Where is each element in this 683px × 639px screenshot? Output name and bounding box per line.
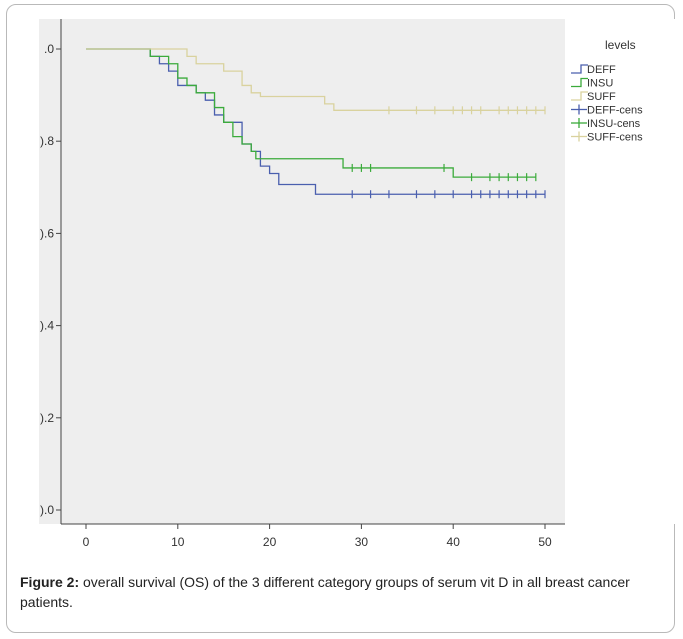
legend-area	[565, 19, 675, 524]
legend-swatch-suff	[571, 91, 588, 101]
y-tick-label: ).0	[40, 503, 54, 517]
y-tick-label: ).4	[40, 319, 54, 333]
x-tick-label: 0	[83, 535, 90, 549]
figure-caption: Figure 2: overall survival (OS) of the 3…	[20, 572, 660, 612]
axis-ticks: 0 10 20 30 40 50 ).0 ).2 ).4 ).6 ).8 .0	[40, 42, 552, 549]
legend-swatch-deff	[571, 64, 588, 74]
x-tick-label: 20	[263, 535, 277, 549]
legend-label: DEFF	[587, 64, 616, 76]
x-tick-label: 40	[447, 535, 461, 549]
series-line-insu	[86, 48, 536, 178]
y-tick-label: ).8	[40, 134, 54, 148]
legend-label: SUFF-cens	[587, 132, 643, 144]
y-tick-label: ).6	[40, 226, 54, 240]
y-tick-label: .0	[44, 42, 54, 56]
series-layer	[86, 48, 546, 199]
legend-label: SUFF	[587, 91, 616, 103]
legend-swatch-insu	[571, 77, 588, 88]
x-tick-label: 10	[171, 535, 185, 549]
legend-label: DEFF-cens	[587, 105, 643, 117]
legend-label: INSU-cens	[587, 118, 641, 130]
x-tick-label: 30	[355, 535, 369, 549]
caption-label: Figure 2:	[20, 574, 80, 590]
legend-label: INSU	[587, 78, 613, 90]
y-tick-label: ).2	[40, 411, 54, 425]
caption-text: overall survival (OS) of the 3 different…	[20, 574, 630, 610]
legend-title: levels	[605, 38, 636, 52]
km-chart: 0 10 20 30 40 50 ).0 ).2 ).4 ).6 ).8 .0 levels DEFF…	[39, 19, 675, 549]
x-tick-label: 50	[538, 535, 552, 549]
plot-area	[39, 19, 565, 524]
series-line-suff	[86, 48, 545, 111]
